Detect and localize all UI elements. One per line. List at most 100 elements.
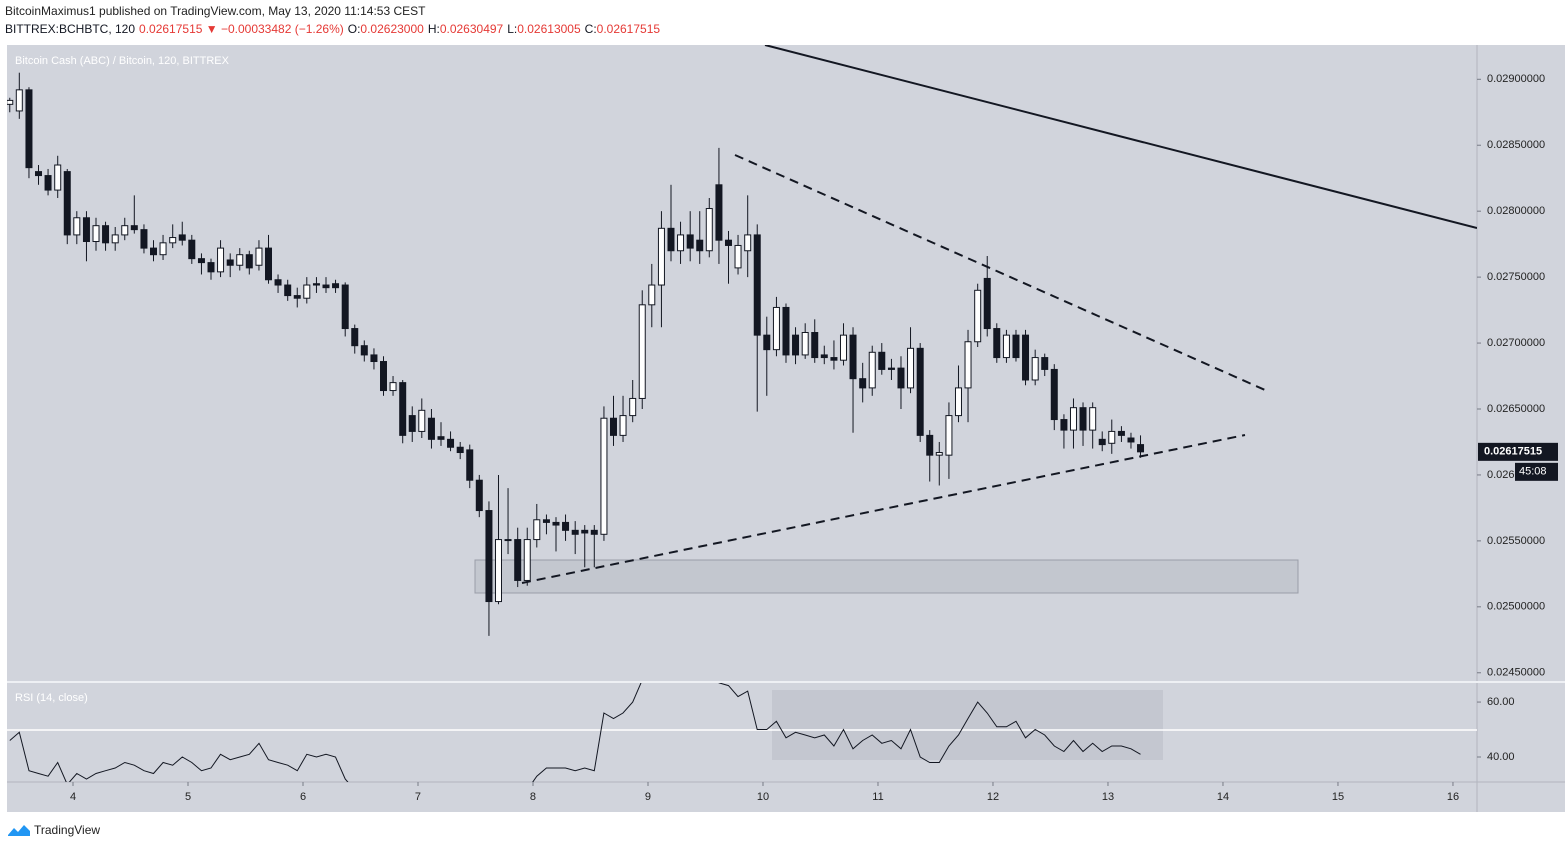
header-segment: 0.02617515: [597, 22, 661, 36]
header-segment: BITTREX:BCHBTC, 120: [5, 22, 135, 36]
candle-body: [303, 284, 311, 299]
logo: [8, 825, 30, 836]
x-tick-label: 14: [1217, 791, 1229, 803]
candle-body: [399, 382, 407, 436]
candle-body: [715, 184, 723, 241]
countdown-label: 45:08: [1519, 466, 1547, 478]
y-tick-label: 0.02850000: [1487, 139, 1545, 151]
candle-body: [638, 304, 646, 399]
candle-body: [1137, 444, 1145, 453]
y-tick-label: 0.02650000: [1487, 403, 1545, 415]
candle-body: [274, 279, 282, 286]
candle-body: [418, 409, 426, 432]
candle-body: [360, 345, 368, 356]
x-tick-label: 8: [530, 791, 536, 803]
candle-body: [102, 225, 110, 244]
candle-body: [581, 529, 589, 534]
candle-body: [35, 171, 43, 177]
candle-body: [111, 234, 119, 244]
y-tick-label: 0.02800000: [1487, 205, 1545, 217]
dashed-trendline: [734, 154, 1266, 391]
candles: [7, 72, 1145, 636]
candle-body: [523, 539, 531, 581]
x-tick-label: 5: [185, 791, 191, 803]
candle-body: [935, 452, 943, 456]
candle-body: [130, 225, 138, 231]
candle-body: [226, 259, 234, 266]
support-box: [474, 559, 1299, 594]
y-tick-label: 0.02500000: [1487, 601, 1545, 613]
x-tick-label: 9: [645, 791, 651, 803]
candle-body: [370, 354, 378, 363]
candle-body: [562, 521, 570, 531]
candle-body: [897, 367, 905, 389]
candle-body: [705, 208, 713, 252]
candle-body: [475, 479, 483, 512]
candle-body: [667, 227, 675, 252]
candle-body: [456, 446, 464, 454]
candle-body: [830, 357, 838, 361]
header-segment: 0.02613005: [517, 22, 581, 36]
chart-title: Bitcoin Cash (ABC) / Bitcoin, 120, BITTR…: [15, 55, 230, 67]
candle-body: [389, 382, 397, 392]
candle-body: [964, 341, 972, 389]
candle-body: [15, 89, 23, 112]
candle-body: [504, 539, 512, 542]
candle-body: [1031, 357, 1039, 381]
header-segment: C:: [585, 22, 597, 36]
candle-body: [1089, 407, 1097, 431]
candle-body: [466, 449, 474, 481]
candle-body: [188, 239, 196, 260]
chart-panel: [7, 45, 1565, 812]
x-tick-label: 6: [300, 791, 306, 803]
y-tick-label: 0.02900000: [1487, 73, 1545, 85]
candle-body: [820, 354, 828, 359]
candle-body: [351, 328, 359, 347]
candle-body: [178, 234, 186, 241]
candle-body: [44, 175, 52, 191]
candle-body: [629, 397, 637, 417]
y-tick-label: 0.02550000: [1487, 535, 1545, 547]
x-tick-label: 12: [987, 791, 999, 803]
candle-body: [686, 234, 694, 249]
candle-body: [734, 244, 742, 269]
candle-body: [92, 225, 100, 243]
candle-body: [284, 284, 292, 297]
candle-body: [926, 434, 934, 456]
candle-body: [54, 164, 62, 191]
candle-body: [648, 284, 656, 306]
candle-body: [437, 436, 445, 440]
candle-body: [1002, 334, 1010, 359]
brand: TradingView: [34, 823, 100, 837]
candle-body: [1060, 419, 1068, 431]
candle-body: [619, 415, 627, 436]
candle-body: [868, 351, 876, 389]
candle-body: [782, 306, 790, 356]
candle-body: [753, 234, 761, 336]
candle-body: [7, 99, 14, 105]
x-tick-label: 13: [1102, 791, 1114, 803]
candle-body: [1069, 407, 1077, 431]
candle-body: [207, 262, 215, 273]
rsi-pane: [9, 683, 1141, 782]
x-tick-label: 4: [70, 791, 76, 803]
candle-body: [763, 334, 771, 351]
y-tick-label: 0.02700000: [1487, 337, 1545, 349]
y-tick-label: 0.02750000: [1487, 271, 1545, 283]
candle-body: [322, 284, 330, 289]
dashed-trendline: [521, 434, 1246, 584]
header-line1: BitcoinMaximus1 published on TradingView…: [5, 4, 426, 18]
candle-body: [801, 332, 809, 356]
header-segment: 0.02623000: [360, 22, 424, 36]
drawings: [474, 45, 1477, 594]
candle-body: [255, 247, 263, 266]
candle-body: [293, 295, 301, 299]
price-badge-label: 0.02617515: [1484, 446, 1542, 458]
rsi-box: [772, 690, 1163, 760]
header-segment: L:: [507, 22, 517, 36]
candle-body: [159, 242, 167, 256]
candle-body: [1022, 334, 1030, 381]
candle-body: [887, 367, 895, 370]
